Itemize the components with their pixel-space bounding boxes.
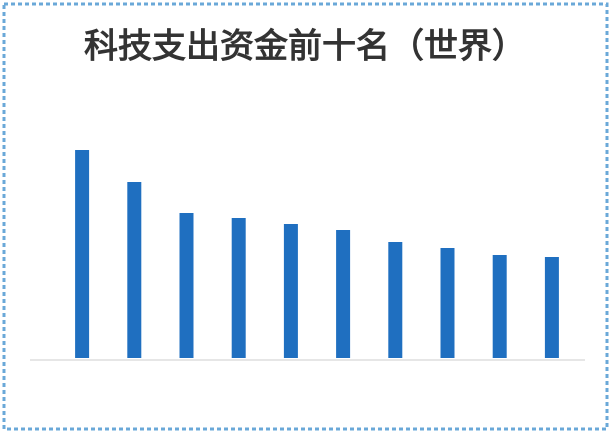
bar [75, 150, 90, 358]
bar [127, 182, 142, 358]
bar [440, 248, 455, 358]
bar [492, 255, 507, 358]
bar [336, 230, 351, 358]
bar [283, 224, 298, 358]
chart-title: 科技支出资金前十名（世界） [84, 27, 526, 67]
bar [388, 242, 403, 358]
bar [179, 213, 194, 358]
bar [231, 218, 246, 358]
bar [544, 257, 559, 358]
